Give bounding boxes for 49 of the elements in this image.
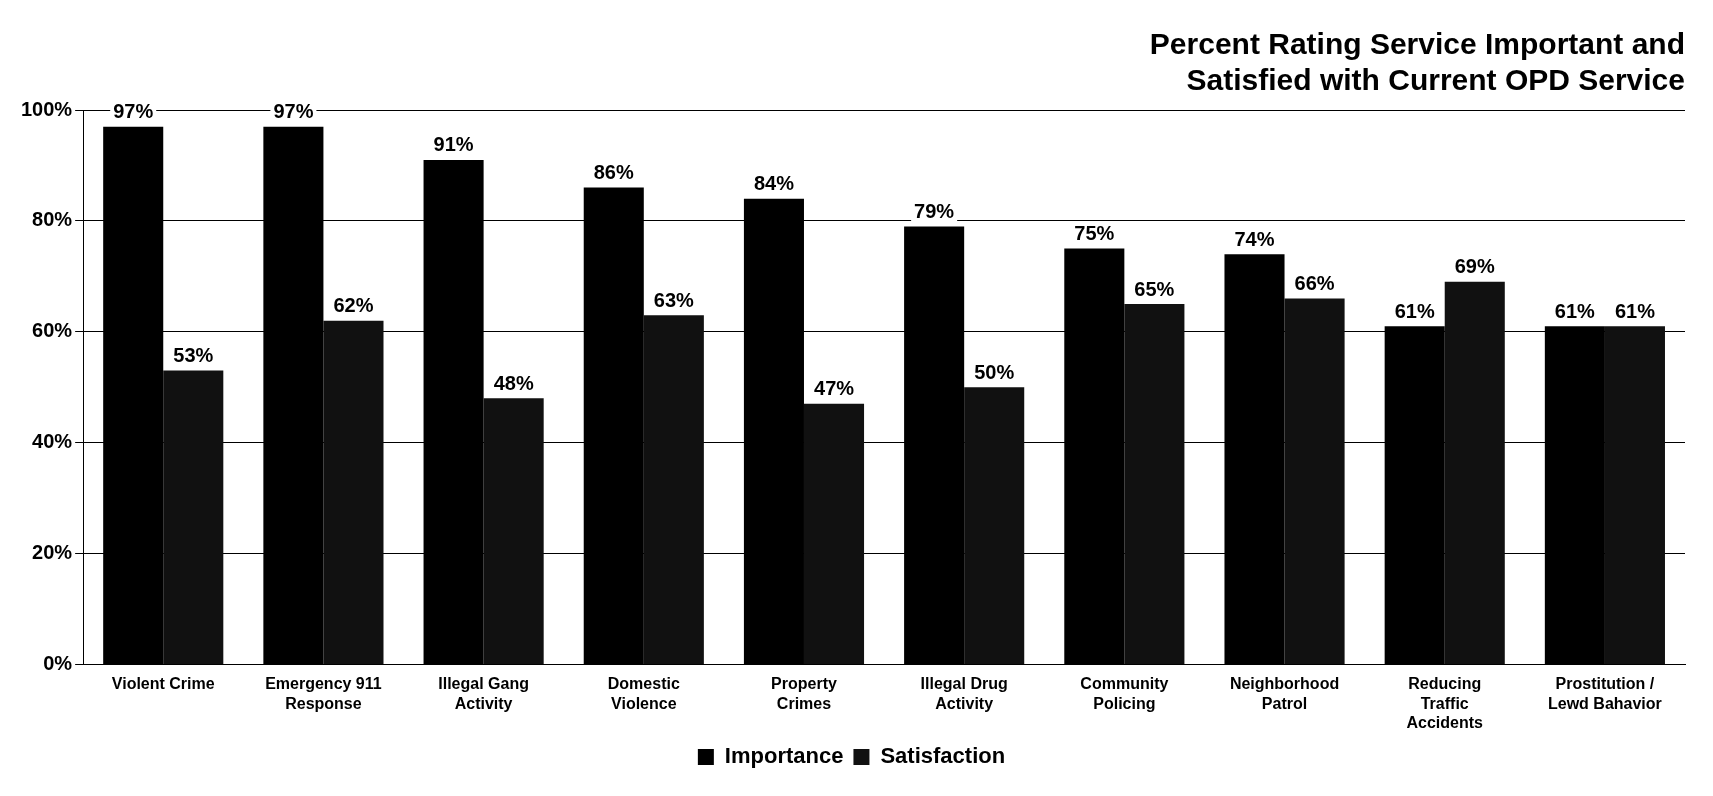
data-label: 74% <box>1234 227 1275 250</box>
bar <box>803 403 865 664</box>
data-label: 53% <box>173 344 214 367</box>
data-label: 61% <box>1554 299 1596 322</box>
x-tick-label: Emergency 911 Response <box>265 675 382 712</box>
x-tick-label: Prostitution / Lewd Bahavior <box>1548 675 1662 712</box>
x-tick-label: Domestic Violence <box>607 675 680 712</box>
y-tick-label: 100% <box>21 97 73 120</box>
x-tick-label: Community Policing <box>1080 675 1169 712</box>
data-label: 48% <box>493 371 534 394</box>
data-label: 84% <box>753 172 795 195</box>
bar <box>483 398 544 664</box>
bar <box>1444 281 1505 664</box>
y-tick-label: 0% <box>43 651 73 674</box>
y-tick-label: 80% <box>32 208 73 231</box>
bar <box>643 315 704 664</box>
legend-label: Importance <box>724 743 844 769</box>
data-label: 66% <box>1294 272 1335 295</box>
data-label: 86% <box>593 161 634 184</box>
x-tick-label: Neighborhood Patrol <box>1229 675 1340 712</box>
x-tick-label: Illegal Gang Activity <box>438 675 529 712</box>
data-label: 91% <box>433 133 474 156</box>
data-label: 63% <box>653 288 695 311</box>
data-label: 61% <box>1614 299 1656 322</box>
x-tick-label: Property Crimes <box>771 675 837 712</box>
bar <box>1604 326 1665 664</box>
x-tick-label: Reducing Traffic Accidents <box>1406 675 1484 731</box>
data-label: 65% <box>1134 277 1175 300</box>
x-tick-label: Illegal Drug Activity <box>920 675 1008 712</box>
y-tick-label: 20% <box>32 541 73 564</box>
y-tick-label: 40% <box>32 430 73 453</box>
data-label: 97% <box>113 100 154 123</box>
bar <box>1284 298 1345 664</box>
bar <box>1124 304 1185 664</box>
bar <box>163 370 224 664</box>
bar <box>964 387 1025 664</box>
data-label: 97% <box>273 100 314 123</box>
y-tick-label: 60% <box>32 319 73 342</box>
data-label: 79% <box>914 199 955 222</box>
data-label: 61% <box>1394 299 1435 322</box>
bar <box>323 320 384 664</box>
data-label: 50% <box>974 360 1015 383</box>
x-tick-label: Violent Crime <box>111 675 215 693</box>
data-label: 69% <box>1454 255 1495 278</box>
data-label: 75% <box>1074 222 1115 245</box>
data-label: 62% <box>333 294 374 317</box>
chart-title: Percent Rating Service Important and Satisfied with Current OPD Service <box>1149 27 1685 97</box>
legend-label: Satisfaction <box>880 743 1006 769</box>
data-label: 47% <box>814 377 855 400</box>
